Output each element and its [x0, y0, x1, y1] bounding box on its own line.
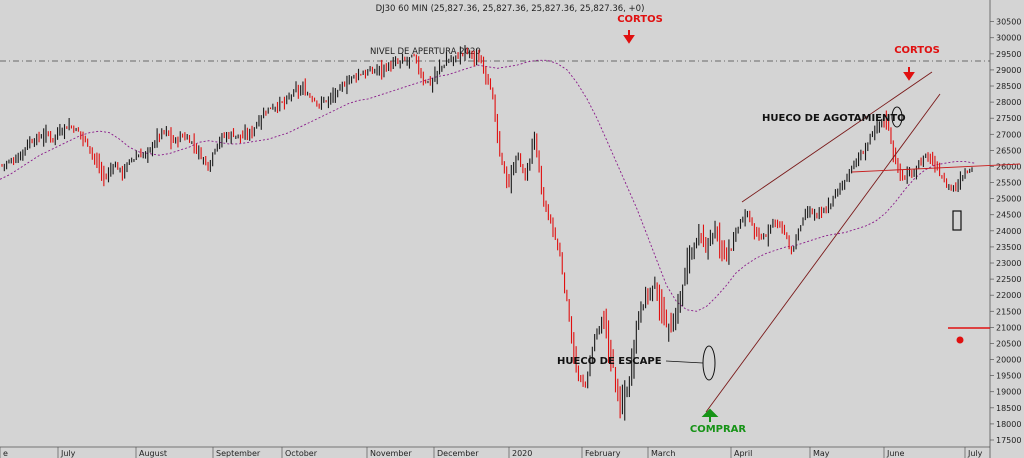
comprar-label: COMPRAR [690, 424, 747, 435]
horizontal-support-line [851, 163, 1021, 173]
x-tick-label: 2020 [512, 449, 532, 458]
cortos-label-1: CORTOS [617, 14, 663, 25]
y-tick-label: 19500 [996, 372, 1021, 381]
x-tick-label: e [3, 449, 8, 458]
y-tick-label: 28000 [996, 98, 1021, 107]
chart-title: DJ30 60 MIN (25,827.36, 25,827.36, 25,82… [376, 4, 645, 14]
x-tick-label: April [734, 449, 752, 458]
x-tick-label: May [813, 449, 830, 458]
y-tick-label: 25000 [996, 195, 1021, 204]
y-tick-label: 22000 [996, 291, 1021, 300]
price-series [1, 45, 973, 421]
moving-average-line [0, 59, 976, 312]
x-tick-label: July [967, 449, 983, 458]
sell-arrow-icon [903, 67, 915, 81]
x-tick-label: March [651, 449, 675, 458]
buy-arrow-icon [701, 408, 719, 422]
y-tick-label: 18500 [996, 404, 1021, 413]
y-tick-label: 24500 [996, 211, 1021, 220]
x-axis: e July August September October November Decem… [0, 446, 990, 458]
drawing-tool-rectangle-icon[interactable] [952, 210, 962, 231]
y-tick-label: 24000 [996, 227, 1021, 236]
y-tick-label: 23500 [996, 243, 1021, 252]
y-tick-label: 21500 [996, 307, 1021, 316]
y-tick-label: 28500 [996, 82, 1021, 91]
x-tick-label: July [60, 449, 76, 458]
support-trend-line [705, 93, 941, 413]
y-axis: 17500 18000 18500 19000 19500 20000 20500 21000… [989, 0, 1021, 458]
y-tick-label: 26000 [996, 162, 1021, 171]
y-tick-label: 20000 [996, 356, 1021, 365]
y-tick-label: 30500 [996, 18, 1021, 27]
y-tick-label: 21000 [996, 323, 1021, 332]
upper-channel-line [741, 71, 933, 203]
x-tick-label: August [139, 449, 167, 458]
exhaustion-gap-ellipse [891, 106, 903, 128]
exhaustion-gap-label: HUECO DE AGOTAMIENTO [762, 113, 906, 124]
y-tick-label: 18000 [996, 420, 1021, 429]
y-tick-label: 26500 [996, 146, 1021, 155]
escape-gap-pointer [665, 360, 704, 364]
y-tick-label: 22500 [996, 275, 1021, 284]
y-tick-label: 17500 [996, 436, 1021, 445]
x-tick-label: November [370, 449, 412, 458]
sell-arrow-icon [623, 30, 635, 44]
escape-gap-label: HUECO DE ESCAPE [557, 356, 662, 367]
y-tick-label: 29500 [996, 50, 1021, 59]
y-tick-label: 19000 [996, 388, 1021, 397]
record-dot-icon [956, 336, 964, 344]
x-tick-label: December [437, 449, 479, 458]
y-tick-label: 27500 [996, 114, 1021, 123]
y-tick-label: 25500 [996, 179, 1021, 188]
y-tick-label: 30000 [996, 34, 1021, 43]
y-tick-label: 29000 [996, 66, 1021, 75]
cortos-label-2: CORTOS [894, 45, 940, 56]
x-tick-label: September [216, 449, 261, 458]
x-tick-label: October [285, 449, 318, 458]
y-tick-label: 20500 [996, 339, 1021, 348]
reference-line-label: NIVEL DE APERTURA 2020 [370, 47, 481, 57]
y-tick-label: 27000 [996, 130, 1021, 139]
x-tick-label: June [886, 449, 905, 458]
y-tick-label: 23000 [996, 259, 1021, 268]
x-tick-label: February [585, 449, 621, 458]
